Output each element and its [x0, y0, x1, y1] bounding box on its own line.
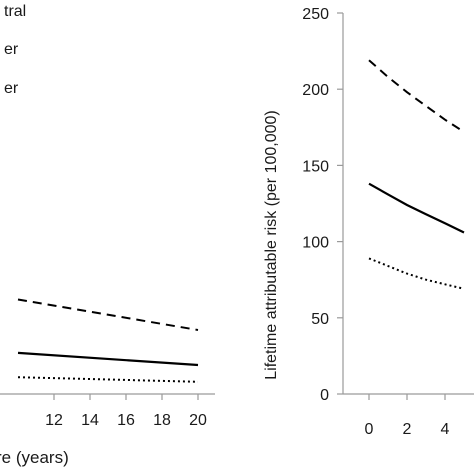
left-x-tick-label: 18 [153, 412, 171, 429]
left-x-tick-label: 12 [45, 412, 63, 429]
left-legend: tral er er [4, 3, 26, 97]
right-series-line-dotted [368, 257, 465, 290]
left-series-line-dotted [17, 376, 199, 383]
right-y-tick-label: 150 [302, 158, 329, 175]
legend-label-1: tral [4, 3, 26, 20]
left-series [17, 298, 199, 383]
right-series-line-solid [368, 182, 465, 234]
left-x-axis-label: re (years) [0, 448, 69, 467]
right-y-tick-label: 50 [311, 311, 329, 328]
right-x-tick-label: 2 [403, 421, 412, 438]
left-chart: tral er er 12 14 16 18 20 re (years) [0, 3, 215, 467]
right-y-tick-label: 250 [302, 6, 329, 23]
right-chart: Lifetime attributable risk (per 100,000)… [263, 6, 474, 438]
legend-label-3: er [4, 80, 19, 97]
right-x-tick-label: 4 [441, 421, 450, 438]
right-x-tick-label: 0 [365, 421, 374, 438]
right-y-tick-label: 100 [302, 235, 329, 252]
legend-label-2: er [4, 41, 19, 58]
left-x-ticks: 12 14 16 18 20 [45, 394, 207, 429]
right-series [368, 59, 465, 290]
right-y-tick-label: 0 [320, 387, 329, 404]
left-x-tick-label: 20 [189, 412, 207, 429]
left-series-line-dashed [17, 298, 199, 331]
right-y-tick-label: 200 [302, 82, 329, 99]
right-y-ticks: 0 50 100 150 200 250 [302, 6, 343, 404]
right-series-line-dashed [368, 59, 465, 133]
right-y-axis-label: Lifetime attributable risk (per 100,000) [263, 110, 280, 379]
right-x-ticks: 0 2 4 [365, 394, 450, 438]
left-series-line-solid [17, 351, 199, 367]
left-x-tick-label: 14 [81, 412, 99, 429]
left-x-tick-label: 16 [117, 412, 135, 429]
